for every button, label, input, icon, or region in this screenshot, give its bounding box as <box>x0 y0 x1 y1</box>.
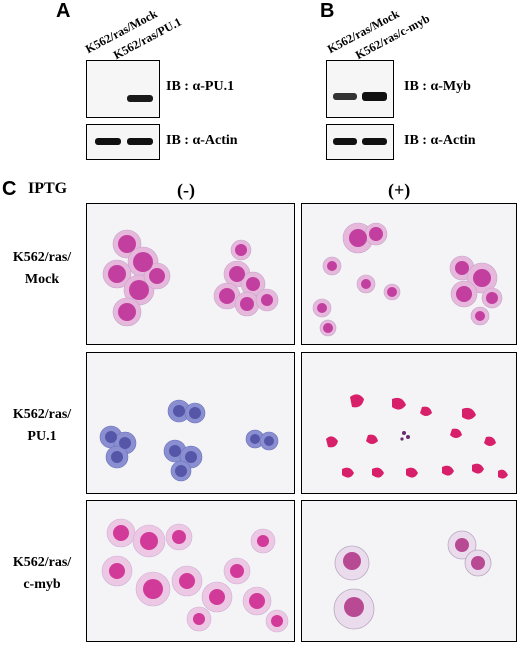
panel-b-ib-bottom-label: IB : α-Actin <box>404 133 476 148</box>
micrograph-pu1-minus <box>86 352 295 494</box>
panel-a-actin-blot <box>86 124 160 160</box>
myb-band <box>333 93 357 100</box>
iptg-label: IPTG <box>28 180 68 197</box>
micrograph-cmyb-minus <box>86 500 295 642</box>
pu1-band <box>127 95 153 102</box>
panel-b-actin-blot <box>326 124 394 160</box>
panel-a-ib-top-label: IB : α-PU.1 <box>166 79 235 94</box>
panel-b-myb-blot <box>326 60 394 118</box>
panel-c-letter: C <box>2 178 17 200</box>
micrograph-pu1-plus <box>301 352 517 494</box>
row-label-line: K562/ras/ <box>12 250 72 265</box>
panel-a-letter: A <box>56 0 71 22</box>
row-label-cmyb: K562/ras/ c-myb <box>0 552 84 596</box>
panel-b-letter: B <box>320 0 335 22</box>
row-label-line: K562/ras/ <box>12 407 72 422</box>
row-label-line: PU.1 <box>27 429 57 444</box>
micrograph-mock-minus <box>86 203 295 345</box>
actin-band <box>127 138 153 145</box>
actin-band <box>333 138 357 145</box>
row-label-line: K562/ras/ <box>12 555 72 570</box>
actin-band <box>362 138 387 145</box>
panel-a-pu1-blot <box>86 60 160 118</box>
row-label-line: c-myb <box>23 577 61 592</box>
myb-band <box>362 92 387 101</box>
panel-a-ib-bottom-label: IB : α-Actin <box>166 133 238 148</box>
micrograph-mock-plus <box>301 203 517 345</box>
panel-b-ib-top-label: IB : α-Myb <box>404 79 471 94</box>
column-header-minus: (-) <box>177 180 195 200</box>
row-label-line: Mock <box>24 272 60 287</box>
actin-band <box>95 138 121 145</box>
column-header-plus: (+) <box>388 180 411 200</box>
row-label-mock: K562/ras/ Mock <box>0 247 84 291</box>
row-label-pu1: K562/ras/ PU.1 <box>0 404 84 448</box>
micrograph-cmyb-plus <box>301 500 517 642</box>
